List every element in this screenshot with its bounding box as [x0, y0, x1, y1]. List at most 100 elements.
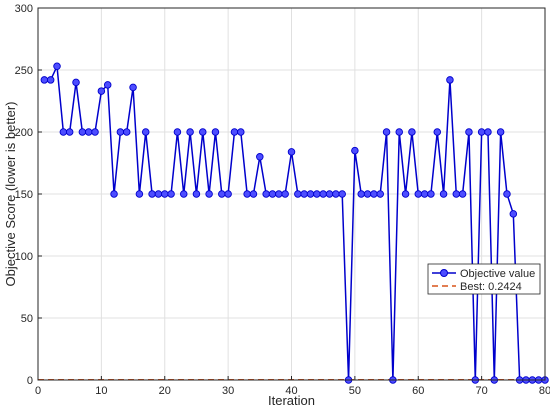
- legend-box: [427, 263, 541, 295]
- legend: Objective value Best: 0.2424: [427, 263, 541, 295]
- objective-series-layer: [40, 62, 549, 384]
- objective-point: [300, 190, 308, 198]
- objective-point: [180, 190, 188, 198]
- objective-point: [503, 190, 511, 198]
- legend-label-best: Best: 0.2424: [460, 281, 522, 293]
- objective-point: [458, 190, 467, 198]
- objective-point: [325, 190, 334, 198]
- objective-point: [186, 128, 194, 136]
- x-tick-label: 70: [476, 385, 488, 397]
- x-axis-label: Iteration: [268, 393, 315, 408]
- objective-point: [230, 128, 239, 136]
- x-tick-label: 50: [349, 385, 361, 397]
- objective-point: [116, 128, 125, 136]
- y-tick-label: 50: [21, 313, 33, 325]
- objective-point: [484, 128, 492, 136]
- objective-point: [433, 128, 442, 136]
- y-tick-label: 150: [15, 189, 33, 201]
- objective-point: [332, 190, 340, 198]
- objective-point: [357, 190, 365, 198]
- objective-point: [509, 210, 518, 218]
- x-axis-ticks: 0 10 20 30 40 50 60 70 80: [35, 376, 550, 397]
- objective-point: [382, 128, 391, 136]
- objective-point: [148, 190, 156, 198]
- objective-point: [446, 76, 454, 84]
- objective-point: [199, 128, 207, 136]
- objective-point: [351, 146, 359, 155]
- objective-point: [477, 128, 486, 136]
- objective-point: [59, 128, 68, 136]
- objective-point: [338, 190, 346, 198]
- objective-point: [72, 78, 80, 87]
- objective-point: [129, 83, 137, 92]
- objective-point: [154, 190, 163, 198]
- objective-point: [65, 128, 74, 136]
- y-axis-label: Objective Score (lower is better): [3, 102, 18, 287]
- objective-point: [173, 128, 182, 136]
- x-tick-label: 30: [222, 385, 234, 397]
- objective-point: [205, 190, 213, 198]
- objective-point: [452, 190, 461, 198]
- objective-point: [167, 190, 175, 198]
- objective-point: [192, 190, 201, 198]
- objective-point: [91, 128, 99, 136]
- objective-point: [465, 128, 473, 136]
- objective-point: [281, 190, 289, 198]
- y-tick-label: 0: [27, 375, 33, 387]
- x-tick-label: 60: [412, 385, 424, 397]
- objective-point: [78, 128, 87, 136]
- objective-point: [237, 128, 245, 136]
- objective-point: [370, 190, 378, 198]
- legend-label-objective: Objective value: [460, 268, 535, 280]
- objective-point: [420, 190, 429, 198]
- objective-point: [439, 190, 448, 198]
- objective-point: [306, 190, 315, 198]
- objective-point: [53, 62, 61, 71]
- objective-point: [243, 190, 251, 198]
- objective-point: [401, 190, 410, 198]
- objective-point: [122, 128, 131, 136]
- y-tick-label: 100: [15, 251, 33, 263]
- objective-point: [40, 76, 49, 84]
- objective-point: [262, 190, 270, 198]
- objective-point: [160, 190, 169, 198]
- x-tick-label: 0: [35, 385, 41, 397]
- y-axis-ticks: 0 50 100 150 200 250 300: [15, 3, 42, 387]
- objective-point: [110, 190, 118, 198]
- legend-marker-objective: [440, 269, 448, 277]
- x-tick-label: 40: [285, 385, 297, 397]
- objective-point: [135, 190, 144, 198]
- objective-point: [97, 87, 106, 95]
- objective-point: [275, 190, 283, 198]
- objective-point: [408, 128, 416, 136]
- objective-point: [141, 128, 150, 136]
- x-tick-label: 10: [95, 385, 107, 397]
- y-tick-label: 250: [15, 65, 33, 77]
- y-tick-label: 300: [15, 3, 33, 15]
- objective-point: [84, 128, 93, 136]
- objective-point: [256, 153, 264, 161]
- objective-point: [211, 128, 220, 136]
- objective-point: [427, 190, 435, 198]
- objective-point: [224, 190, 232, 198]
- x-tick-label: 80: [539, 385, 550, 397]
- objective-point: [313, 190, 321, 198]
- objective-point: [249, 190, 258, 198]
- objective-point: [414, 190, 423, 198]
- objective-point: [294, 190, 302, 198]
- y-tick-label: 200: [15, 127, 33, 139]
- x-tick-label: 20: [159, 385, 171, 397]
- objective-point: [103, 81, 112, 89]
- objective-point: [268, 190, 277, 198]
- objective-point: [319, 190, 327, 198]
- objective-point: [376, 190, 384, 198]
- objective-point: [496, 128, 505, 136]
- objective-point: [287, 148, 296, 156]
- objective-point: [363, 190, 372, 198]
- objective-point: [218, 190, 226, 198]
- objective-point: [46, 76, 55, 84]
- objective-point: [395, 128, 403, 136]
